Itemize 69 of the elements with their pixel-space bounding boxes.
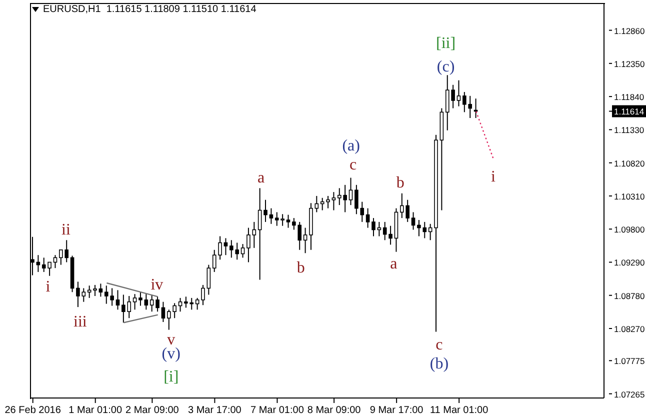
candlestick (206, 264, 211, 296)
y-tick-label: 1.10310 (614, 191, 645, 202)
chart-title: EURUSD,H1 1.11615 1.11809 1.11510 1.11614 (43, 4, 256, 15)
x-tick-label: 8 Mar 09:00 (307, 405, 362, 414)
candlestick (286, 214, 290, 228)
candlestick (116, 290, 120, 310)
annotation: a (390, 255, 398, 272)
candlestick (264, 199, 268, 222)
x-tick-label: 2 Mar 09:00 (126, 405, 180, 414)
candlestick (258, 188, 262, 280)
annotation: i (490, 168, 496, 186)
x-tick-label: 9 Mar 17:00 (370, 405, 424, 414)
candlestick (201, 284, 205, 306)
y-tick-label: 1.12350 (614, 58, 645, 69)
candlestick (93, 284, 97, 296)
candlestick (144, 294, 148, 310)
y-tick-label: 1.11330 (614, 125, 644, 136)
y-tick-label: 1.08270 (614, 324, 645, 334)
annotation: (a) (342, 138, 360, 155)
candlestick (411, 212, 416, 230)
annotation: [ii] (436, 34, 456, 52)
candlestick (178, 297, 182, 312)
candlestick (348, 177, 353, 206)
annotation: ii (62, 222, 71, 238)
candlestick (161, 301, 166, 322)
candlestick (132, 294, 137, 310)
candlestick (428, 223, 432, 241)
annotation: c (349, 156, 357, 174)
candlestick (224, 238, 228, 256)
candlestick (98, 283, 103, 298)
annotation: (b) (430, 355, 449, 372)
x-tick-label: 7 Mar 01:00 (250, 405, 304, 414)
candlestick (195, 297, 200, 310)
y-tick-label: 1.11840 (614, 92, 644, 102)
annotation: (c) (436, 58, 455, 76)
candlestick (303, 227, 308, 254)
x-tick-label: 3 Mar 17:00 (188, 405, 242, 414)
x-tick-label: 26 Feb 2016 (4, 405, 62, 414)
y-tick-label: 1.12860 (614, 26, 645, 36)
y-tick-label: 1.07265 (614, 389, 645, 400)
candlestick (377, 221, 382, 237)
annotation: a (258, 170, 265, 187)
candlestick (156, 296, 160, 312)
candlestick (332, 192, 336, 211)
annotation: c (436, 336, 443, 354)
candlestick (240, 244, 245, 258)
candlestick (456, 80, 461, 107)
candlestick (320, 197, 324, 211)
candlestick (326, 195, 330, 209)
candlestick (366, 208, 370, 228)
y-tick-label: 1.10820 (614, 158, 645, 168)
annotation: b (396, 174, 404, 192)
candlestick (87, 285, 92, 298)
y-tick-label: 1.08780 (614, 290, 645, 301)
x-tick-label: 1 Mar 01:00 (68, 405, 122, 414)
annotation: [i] (164, 368, 179, 386)
candlestick (372, 218, 376, 237)
y-tick-label: 1.07775 (614, 356, 645, 366)
x-tick-label: 11 Mar 01:00 (430, 405, 489, 414)
annotation: i (46, 278, 51, 296)
candlestick (150, 294, 154, 312)
annotation: iii (74, 313, 88, 330)
y-tick-label: 1.09800 (614, 224, 645, 235)
y-tick-label: 1.09290 (614, 258, 645, 268)
annotation: iv (150, 276, 164, 294)
candlestick (138, 292, 142, 306)
y-tick-label: 1.11614 (614, 106, 644, 117)
annotation: b (296, 259, 305, 276)
candlestick (269, 208, 274, 224)
